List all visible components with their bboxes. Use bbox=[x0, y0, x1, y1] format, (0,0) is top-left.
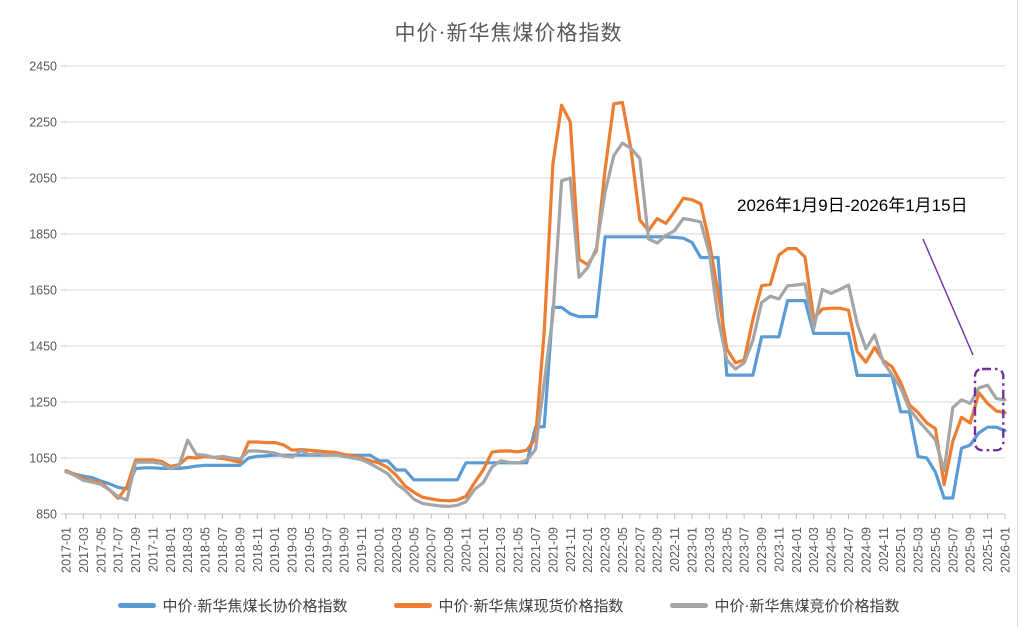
y-axis: 2450 2250 2050 1850 1650 1450 1250 1050 850 bbox=[29, 60, 66, 522]
long-term-contract-price-line bbox=[64, 235, 1007, 500]
x-tick-label: 2023-11 bbox=[772, 527, 786, 572]
x-tick-label: 2017-03 bbox=[77, 527, 91, 573]
x-tick-label: 2022-09 bbox=[651, 527, 665, 573]
legend-item-spot-price: 中价·新华焦煤现货价格指数 bbox=[393, 595, 624, 616]
x-tick-label: 2024-07 bbox=[842, 527, 856, 573]
x-tick-label: 2018-01 bbox=[164, 527, 178, 573]
x-tick-label: 2023-01 bbox=[686, 527, 700, 573]
legend-swatch-bidding-price bbox=[669, 603, 708, 608]
y-tick-label: 1250 bbox=[29, 396, 57, 410]
x-tick-label: 2021-11 bbox=[564, 527, 578, 572]
legend-item-long-term-contract: 中价·新华焦煤长协价格指数 bbox=[117, 595, 348, 616]
x-tick-label: 2019-09 bbox=[338, 527, 352, 573]
x-tick-label: 2025-03 bbox=[912, 527, 926, 573]
x-tick-label: 2018-11 bbox=[251, 527, 265, 572]
x-tick-label: 2017-05 bbox=[94, 527, 108, 573]
x-tick-label: 2019-05 bbox=[303, 527, 317, 573]
x-tick-label: 2021-09 bbox=[546, 527, 560, 573]
x-tick-label: 2017-09 bbox=[129, 527, 143, 573]
x-tick-label: 2020-11 bbox=[459, 527, 473, 572]
x-axis: 2017-01 2017-03 2017-05 2017-07 2017-09 2017-… bbox=[60, 513, 1013, 573]
date-range-annotation: 2026年1月9日-2026年1月15日 bbox=[737, 196, 968, 215]
x-tick-label: 2022-03 bbox=[599, 527, 613, 573]
x-tick-label: 2022-01 bbox=[581, 527, 595, 573]
legend-label-bidding-price: 中价·新华焦煤竞价价格指数 bbox=[714, 599, 900, 615]
y-tick-label: 2050 bbox=[29, 172, 57, 186]
x-tick-label: 2019-07 bbox=[320, 527, 334, 573]
chart-title: 中价·新华焦煤价格指数 bbox=[394, 21, 623, 45]
x-tick-label: 2025-07 bbox=[946, 527, 960, 573]
x-tick-label: 2025-05 bbox=[929, 527, 943, 573]
x-tick-label: 2020-03 bbox=[390, 527, 404, 573]
y-tick-label: 2250 bbox=[29, 116, 57, 130]
x-tick-label: 2017-07 bbox=[112, 527, 126, 573]
y-tick-label: 1850 bbox=[29, 228, 57, 242]
x-tick-label: 2021-03 bbox=[494, 527, 508, 573]
x-tick-label: 2023-05 bbox=[720, 527, 734, 573]
x-tick-label: 2018-03 bbox=[181, 527, 195, 573]
x-tick-label: 2024-09 bbox=[859, 527, 873, 573]
x-tick-label: 2018-09 bbox=[233, 527, 247, 573]
x-tick-label: 2020-07 bbox=[425, 527, 439, 573]
x-tick-label: 2024-01 bbox=[790, 527, 804, 573]
x-tick-label: 2022-07 bbox=[633, 527, 647, 573]
x-tick-label: 2020-01 bbox=[373, 527, 387, 573]
y-tick-label: 2450 bbox=[29, 60, 57, 74]
x-tick-label: 2024-05 bbox=[825, 527, 839, 573]
x-tick-label: 2021-01 bbox=[477, 527, 491, 573]
x-tick-label: 2021-07 bbox=[529, 527, 543, 573]
y-tick-label: 850 bbox=[36, 508, 57, 522]
y-tick-label: 1450 bbox=[29, 340, 57, 354]
x-tick-label: 2025-11 bbox=[981, 527, 995, 572]
x-tick-label: 2017-01 bbox=[60, 527, 74, 573]
x-tick-label: 2022-11 bbox=[668, 527, 682, 572]
x-tick-label: 2019-11 bbox=[355, 527, 369, 572]
legend-swatch-spot-price bbox=[393, 603, 432, 608]
y-tick-label: 1650 bbox=[29, 284, 57, 298]
x-tick-label: 2023-03 bbox=[703, 527, 717, 573]
x-tick-label: 2018-07 bbox=[216, 527, 230, 573]
highlight-box bbox=[973, 367, 1005, 452]
x-tick-label: 2019-03 bbox=[286, 527, 300, 573]
annotation-leader-line bbox=[922, 238, 974, 356]
x-tick-label: 2025-09 bbox=[964, 527, 978, 573]
x-tick-label: 2019-01 bbox=[268, 527, 282, 573]
x-tick-label: 2026-01 bbox=[999, 527, 1013, 573]
x-tick-label: 2025-01 bbox=[894, 527, 908, 573]
x-tick-label: 2024-03 bbox=[807, 527, 821, 573]
x-tick-label: 2020-09 bbox=[442, 527, 456, 573]
x-tick-label: 2024-11 bbox=[877, 527, 891, 572]
x-tick-label: 2018-05 bbox=[199, 527, 213, 573]
x-tick-label: 2023-09 bbox=[755, 527, 769, 573]
legend-item-bidding-price: 中价·新华焦煤竞价价格指数 bbox=[669, 595, 900, 616]
x-tick-label: 2020-05 bbox=[407, 527, 421, 573]
x-tick-label: 2023-07 bbox=[738, 527, 752, 573]
bidding-price-line bbox=[64, 141, 1007, 508]
legend-label-spot-price: 中价·新华焦煤现货价格指数 bbox=[438, 599, 624, 615]
y-tick-label: 1050 bbox=[29, 452, 57, 466]
legend-label-long-term-contract: 中价·新华焦煤长协价格指数 bbox=[162, 599, 348, 615]
legend-swatch-long-term-contract bbox=[117, 603, 156, 608]
x-tick-label: 2017-11 bbox=[146, 527, 160, 572]
x-tick-label: 2021-05 bbox=[512, 527, 526, 573]
x-tick-label: 2022-05 bbox=[616, 527, 630, 573]
chart-legend: 中价·新华焦煤长协价格指数 中价·新华焦煤现货价格指数 中价·新华焦煤竞价价格指… bbox=[0, 595, 1017, 616]
